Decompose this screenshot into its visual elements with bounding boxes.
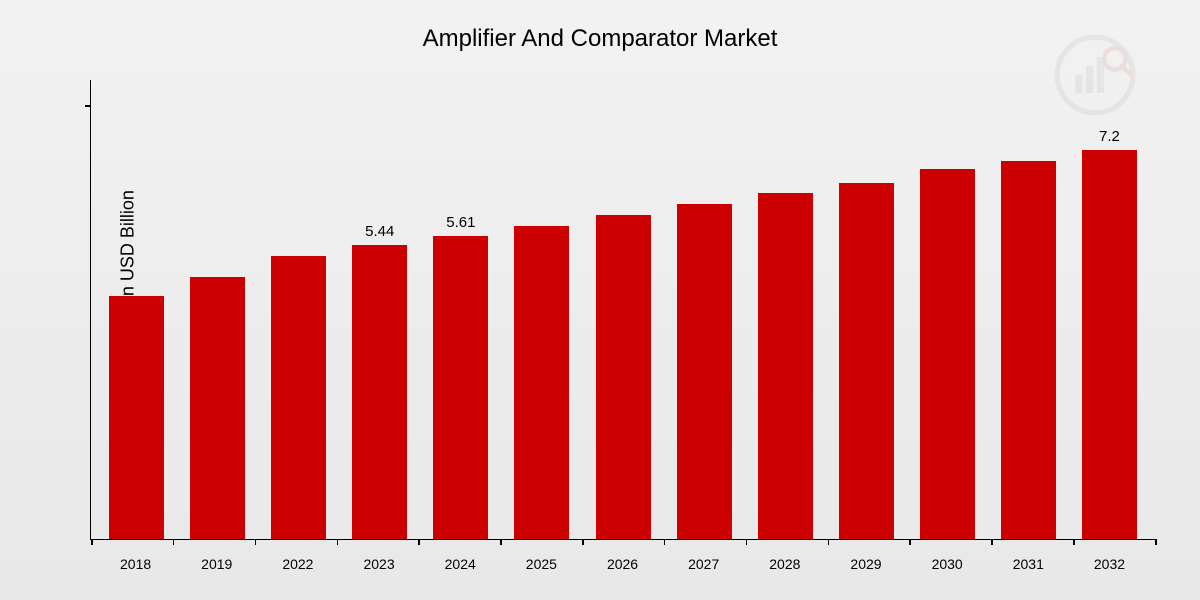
x-tick [337, 539, 339, 545]
x-tick [1073, 539, 1075, 545]
x-tick [91, 539, 93, 545]
x-axis-labels: 2018201920222023202420252026202720282029… [90, 556, 1155, 572]
bar-group [826, 80, 907, 539]
bar-group [745, 80, 826, 539]
chart-container: Amplifier And Comparator Market Market V… [0, 0, 1200, 600]
x-axis-tick-label: 2027 [663, 556, 744, 572]
bar-value-label: 5.44 [365, 223, 394, 241]
bar [1001, 161, 1056, 539]
x-tick [500, 539, 502, 545]
x-axis-tick-label: 2023 [338, 556, 419, 572]
x-axis-tick-label: 2026 [582, 556, 663, 572]
bar [190, 277, 245, 539]
bar-group: 5.61 [420, 80, 501, 539]
x-axis-tick-label: 2019 [176, 556, 257, 572]
bar [433, 236, 488, 539]
bar-group [907, 80, 988, 539]
plot-area: 5.44 5.61 7.2 [90, 80, 1155, 540]
bar-group: 5.44 [339, 80, 420, 539]
bar [352, 245, 407, 539]
bar [109, 296, 164, 539]
x-axis-tick-label: 2028 [744, 556, 825, 572]
bar [758, 193, 813, 539]
x-tick [582, 539, 584, 545]
x-tick [173, 539, 175, 545]
x-axis-tick-label: 2022 [257, 556, 338, 572]
x-tick [909, 539, 911, 545]
bar-group [988, 80, 1069, 539]
x-tick [418, 539, 420, 545]
bar-value-label: 7.2 [1099, 128, 1120, 146]
bar-group: 7.2 [1069, 80, 1150, 539]
x-tick [828, 539, 830, 545]
x-axis-tick-label: 2025 [501, 556, 582, 572]
x-tick [255, 539, 257, 545]
bar [677, 204, 732, 539]
y-tick [85, 105, 91, 107]
bar [920, 169, 975, 539]
x-axis-tick-label: 2024 [420, 556, 501, 572]
bar-group [177, 80, 258, 539]
x-axis-tick-label: 2029 [825, 556, 906, 572]
bar-group [501, 80, 582, 539]
x-axis-tick-label: 2018 [95, 556, 176, 572]
x-tick [664, 539, 666, 545]
bars-container: 5.44 5.61 7.2 [91, 80, 1155, 539]
bar-value-label: 5.61 [446, 214, 475, 232]
chart-title: Amplifier And Comparator Market [0, 0, 1200, 53]
x-tick [1155, 539, 1157, 545]
x-axis-tick-label: 2030 [907, 556, 988, 572]
bar [596, 215, 651, 539]
bar [839, 183, 894, 539]
x-tick [746, 539, 748, 545]
bar-group [582, 80, 663, 539]
x-tick [991, 539, 993, 545]
bar [514, 226, 569, 539]
bar [1082, 150, 1137, 539]
bar-group [258, 80, 339, 539]
x-axis-tick-label: 2032 [1069, 556, 1150, 572]
x-axis-tick-label: 2031 [988, 556, 1069, 572]
bar [271, 256, 326, 540]
bar-group [96, 80, 177, 539]
bar-group [664, 80, 745, 539]
